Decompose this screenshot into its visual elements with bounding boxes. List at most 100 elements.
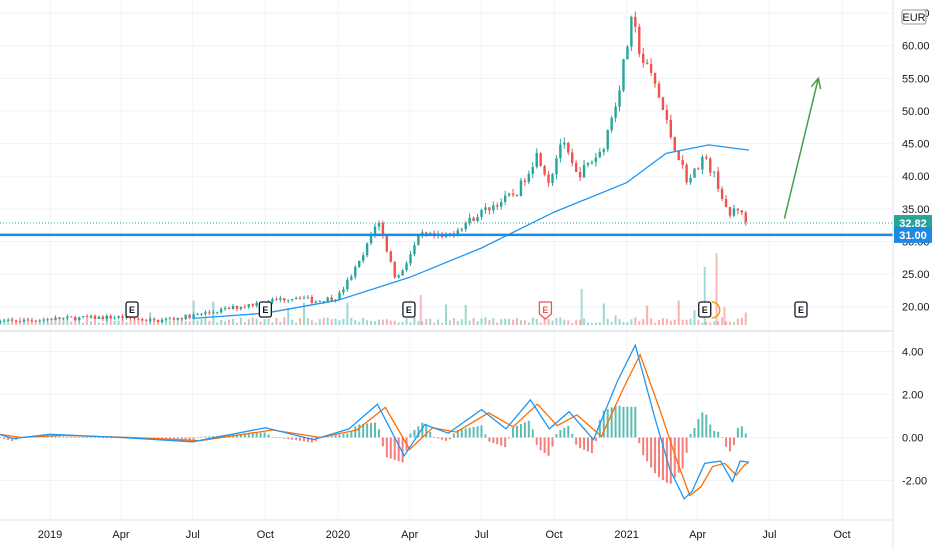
earnings-marker-0[interactable]: E (125, 301, 139, 318)
macd-tick-label-0: 4.00 (902, 347, 923, 359)
candle-body-104 (401, 270, 404, 276)
volume-bar-169 (657, 320, 660, 325)
volume-bar-80 (306, 318, 309, 325)
volume-bar-89 (342, 318, 345, 325)
volume-bar-58 (220, 319, 223, 325)
candle-body-138 (535, 153, 538, 167)
candle-body-4 (6, 319, 10, 321)
candle-body-128 (496, 205, 499, 207)
candle-body-156 (606, 130, 609, 150)
volume-bar-97 (374, 321, 377, 325)
macd-histogram-bar-17 (58, 436, 61, 438)
volume-bar-177 (689, 318, 692, 325)
macd-histogram-bar-122 (472, 427, 475, 438)
macd-histogram-bar-174 (677, 437, 680, 473)
volume-bar-28 (101, 322, 104, 325)
macd-histogram-bar-184 (717, 431, 720, 438)
volume-bar-33 (121, 319, 124, 325)
volume-bar-4 (7, 319, 10, 325)
volume-bar-139 (539, 322, 542, 325)
volume-bar-69 (263, 319, 266, 325)
macd-histogram-bar-169 (657, 437, 660, 478)
candle-body-99 (381, 222, 385, 236)
volume-bar-118 (456, 321, 459, 325)
candle-body-91 (350, 276, 353, 280)
macd-histogram-bar-62 (235, 434, 238, 438)
candle-body-9 (26, 319, 30, 321)
volume-bar-162 (630, 319, 633, 325)
volume-bar-19 (66, 317, 69, 325)
candle-body-121 (468, 217, 471, 223)
earnings-marker-1[interactable]: E (258, 301, 273, 318)
projection-arrow-head (810, 76, 822, 90)
candle-body-2 (0, 321, 2, 322)
candle-body-64 (243, 306, 247, 308)
macd-histogram-bar-117 (452, 433, 455, 438)
macd-histogram-bar-25 (90, 437, 93, 438)
earnings-marker-3[interactable]: E (538, 301, 553, 320)
candle-body-157 (610, 117, 613, 131)
volume-bar-66 (251, 317, 254, 325)
candle-body-118 (456, 230, 460, 235)
macd-histogram-bar-135 (523, 422, 526, 438)
volume-bar-73 (279, 321, 282, 325)
macd-histogram-bar-29 (105, 437, 108, 439)
macd-histogram-bar-81 (310, 437, 313, 443)
candle-body-48 (180, 317, 183, 320)
macd-histogram-bar-162 (630, 406, 633, 438)
candle-body-168 (653, 72, 657, 84)
macd-histogram-bar-64 (243, 433, 246, 438)
candle-body-153 (594, 157, 598, 162)
candle-body-20 (70, 316, 73, 318)
volume-bar-114 (441, 322, 444, 325)
volume-bar-151 (586, 322, 589, 325)
candle-body-53 (200, 314, 203, 315)
macd-histogram-bar-4 (7, 437, 10, 440)
price-tick-label-7: 55.00 (902, 73, 930, 85)
volume-bar-179 (697, 320, 700, 325)
price-tick-label-0: 20.00 (902, 302, 930, 314)
candle-body-42 (156, 319, 160, 323)
earnings-marker-4[interactable]: E (698, 301, 712, 318)
macd-histogram-bar-183 (713, 430, 716, 438)
time-tick-label-8: 2021 (614, 529, 638, 541)
macd-histogram-bar-65 (247, 433, 250, 438)
macd-histogram-bar-144 (559, 430, 562, 438)
projection-arrow-line (783, 78, 820, 219)
candle-body-173 (673, 137, 676, 151)
macd-histogram-bar-163 (634, 406, 637, 438)
volume-bar-147 (571, 322, 574, 325)
macd-histogram-bar-182 (709, 424, 712, 438)
candle-body-56 (212, 312, 215, 314)
candle-body-184 (716, 171, 720, 189)
volume-bar-137 (531, 317, 534, 325)
volume-bar-161 (626, 322, 629, 325)
volume-bar-70 (267, 318, 270, 325)
volume-bar-119 (460, 319, 463, 325)
volume-bar-103 (397, 322, 400, 325)
macd-histogram-bar-134 (519, 424, 522, 438)
candle-body-15 (50, 319, 53, 321)
volume-bar-142 (551, 320, 554, 325)
macd-histogram-bar-99 (381, 437, 384, 447)
volume-bar-62 (235, 322, 238, 325)
candle-body-161 (626, 46, 629, 60)
volume-bar-123 (476, 321, 479, 325)
volume-bar-22 (78, 321, 81, 325)
earnings-marker-5[interactable]: E (794, 301, 808, 318)
price-overlays (0, 76, 893, 320)
macd-histogram-bar-180 (701, 412, 704, 438)
volume-bar-9 (26, 317, 29, 325)
candle-body-176 (685, 164, 688, 183)
macd-histogram-bar-127 (492, 437, 495, 443)
volume-bar-117 (452, 317, 455, 325)
earnings-marker-2[interactable]: E (402, 301, 416, 318)
time-tick-label-4: 2020 (326, 529, 350, 541)
candle-body-30 (109, 315, 112, 319)
candle-body-13 (42, 319, 45, 321)
volume-bar-77 (295, 322, 298, 325)
volume-bar-60 (228, 319, 231, 325)
volume-bar-187 (728, 321, 731, 325)
